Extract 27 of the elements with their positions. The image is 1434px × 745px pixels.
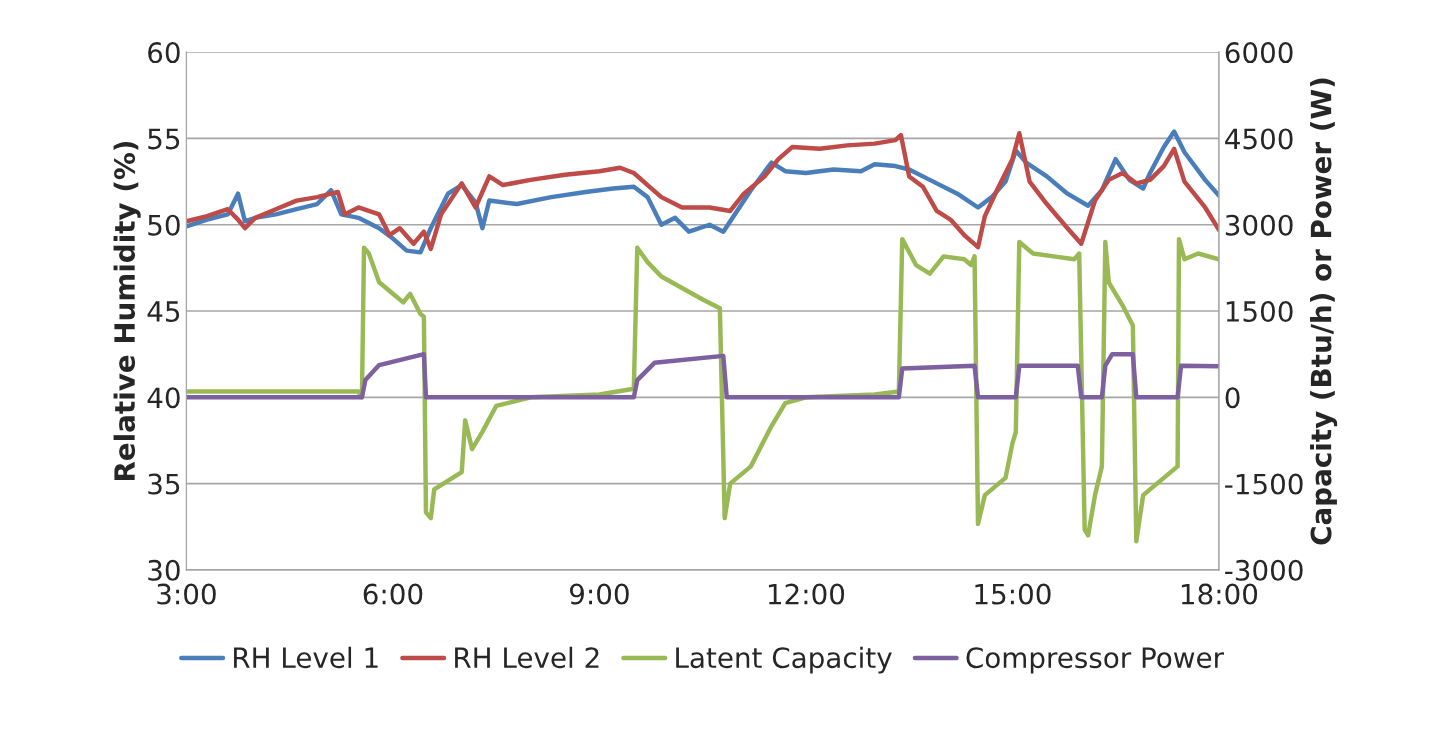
y-tick-label: 55	[148, 128, 180, 150]
x-tick-label: 12:00	[768, 583, 845, 605]
y-tick-label: 30	[148, 559, 180, 581]
y2-tick-label: -1500	[1225, 473, 1303, 495]
x-tick-label: 3:00	[157, 583, 216, 605]
x-tick-label: 9:00	[569, 583, 629, 605]
y-tick-label: 45	[147, 301, 180, 322]
y2-tick-label: 4500	[1225, 128, 1293, 150]
y2-tick-label: 0	[1225, 387, 1240, 409]
y-tick-label: 35	[148, 473, 180, 495]
legend-label: Latent Capacity	[676, 646, 892, 674]
y2-axis-title: Capacity (Btu/h) or Power (W)	[1310, 78, 1338, 545]
legend-label: RH Level 1	[234, 646, 378, 669]
y2-tick-label: 6000	[1225, 42, 1293, 64]
y2-tick-label: 1500	[1226, 300, 1293, 322]
legend-label: RH Level 2	[455, 646, 599, 669]
legend-label: Compressor Power	[966, 647, 1225, 674]
x-tick-label: 15:00	[975, 583, 1051, 605]
y2-tick-label: -3000	[1225, 559, 1303, 581]
y-tick-label: 50	[148, 214, 180, 236]
line-series	[186, 351, 1219, 400]
y2-tick-label: 3000	[1225, 214, 1293, 236]
x-tick-label: 6:00	[363, 583, 423, 605]
y-tick-label: 60	[148, 42, 180, 64]
y-tick-label: 40	[147, 387, 180, 409]
x-tick-label: 18:00	[1181, 583, 1258, 605]
y-axis-title: Relative Humidity (%)	[113, 141, 141, 481]
